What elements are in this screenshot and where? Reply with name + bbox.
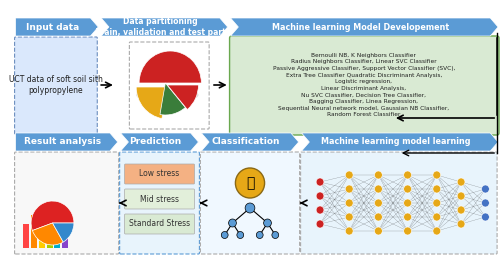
Circle shape: [346, 199, 353, 207]
Text: Machine learning Model Developement: Machine learning Model Developement: [272, 23, 449, 32]
Circle shape: [404, 199, 411, 207]
Circle shape: [433, 213, 440, 221]
Bar: [24, 224, 29, 248]
Wedge shape: [31, 201, 74, 231]
Circle shape: [482, 199, 490, 207]
Circle shape: [482, 213, 490, 221]
Bar: [31, 215, 37, 248]
Circle shape: [346, 213, 353, 221]
FancyBboxPatch shape: [200, 152, 300, 254]
FancyBboxPatch shape: [14, 37, 98, 134]
Circle shape: [316, 206, 324, 214]
FancyBboxPatch shape: [14, 152, 118, 254]
Circle shape: [346, 171, 353, 179]
Circle shape: [404, 185, 411, 193]
Bar: [46, 209, 52, 248]
Circle shape: [374, 199, 382, 207]
FancyBboxPatch shape: [124, 164, 194, 184]
Circle shape: [457, 178, 465, 186]
Text: Classification: Classification: [212, 138, 280, 146]
Circle shape: [374, 171, 382, 179]
Text: Prediction: Prediction: [130, 138, 182, 146]
Ellipse shape: [136, 87, 198, 103]
Circle shape: [404, 171, 411, 179]
Circle shape: [433, 171, 440, 179]
Wedge shape: [160, 83, 186, 115]
FancyBboxPatch shape: [124, 189, 194, 209]
Polygon shape: [16, 133, 118, 151]
Circle shape: [433, 185, 440, 193]
Polygon shape: [120, 133, 198, 151]
Circle shape: [346, 185, 353, 193]
Circle shape: [256, 231, 263, 239]
Circle shape: [237, 231, 244, 239]
Circle shape: [404, 227, 411, 235]
Circle shape: [222, 231, 228, 239]
Text: Low stress: Low stress: [140, 169, 179, 179]
Circle shape: [316, 178, 324, 186]
Circle shape: [482, 185, 490, 193]
Text: UCT data of soft soil sith
polypropylene: UCT data of soft soil sith polypropylene: [8, 75, 102, 95]
Polygon shape: [302, 133, 498, 151]
Circle shape: [457, 192, 465, 200]
Circle shape: [272, 231, 278, 239]
Polygon shape: [101, 18, 228, 36]
Bar: [39, 227, 44, 248]
Circle shape: [316, 220, 324, 228]
Circle shape: [264, 219, 272, 227]
FancyBboxPatch shape: [124, 214, 194, 234]
Text: Input data: Input data: [26, 23, 80, 32]
Bar: [54, 218, 60, 248]
Circle shape: [228, 219, 236, 227]
Circle shape: [433, 227, 440, 235]
Wedge shape: [168, 85, 198, 109]
Circle shape: [457, 206, 465, 214]
Circle shape: [346, 227, 353, 235]
Circle shape: [374, 213, 382, 221]
Circle shape: [374, 185, 382, 193]
FancyBboxPatch shape: [230, 36, 499, 135]
Circle shape: [457, 220, 465, 228]
Text: 🧠: 🧠: [246, 176, 254, 190]
Wedge shape: [32, 223, 63, 245]
Circle shape: [316, 192, 324, 200]
FancyBboxPatch shape: [300, 152, 497, 254]
Polygon shape: [16, 18, 98, 36]
Wedge shape: [52, 223, 74, 242]
Circle shape: [404, 213, 411, 221]
FancyBboxPatch shape: [120, 152, 200, 254]
Text: Data partitioning
Train, validation and test part: Data partitioning Train, validation and …: [96, 17, 226, 37]
Text: Bernoulli NB, K Neighbors Classifier
Radius Neighbors Classifier, Linear SVC Cla: Bernoulli NB, K Neighbors Classifier Rad…: [272, 53, 455, 117]
Text: Result analysis: Result analysis: [24, 138, 102, 146]
Circle shape: [236, 168, 264, 198]
Polygon shape: [230, 18, 498, 36]
Circle shape: [374, 227, 382, 235]
Wedge shape: [136, 87, 168, 119]
Wedge shape: [139, 51, 202, 83]
Circle shape: [433, 199, 440, 207]
Polygon shape: [202, 133, 298, 151]
Text: Standard Stress: Standard Stress: [129, 220, 190, 229]
Bar: [62, 221, 68, 248]
Text: Mid stress: Mid stress: [140, 195, 179, 204]
Circle shape: [245, 203, 255, 213]
Text: Machine learning model learning: Machine learning model learning: [321, 138, 470, 146]
